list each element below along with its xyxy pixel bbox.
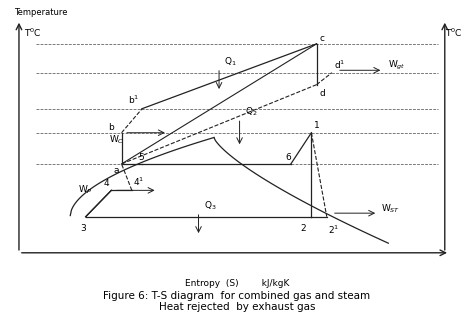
Text: 2: 2 xyxy=(301,224,306,233)
Text: T$^0$C: T$^0$C xyxy=(445,26,463,39)
Text: Q$_1$: Q$_1$ xyxy=(224,55,237,68)
Text: W$_{gt}$: W$_{gt}$ xyxy=(388,59,406,72)
Text: W$_{ST}$: W$_{ST}$ xyxy=(381,203,400,216)
Text: 3: 3 xyxy=(80,224,86,233)
Text: Q$_2$: Q$_2$ xyxy=(245,106,257,118)
Text: b: b xyxy=(108,123,114,131)
Text: Figure 6: T-S diagram  for combined gas and steam: Figure 6: T-S diagram for combined gas a… xyxy=(103,291,371,301)
Text: 1: 1 xyxy=(314,121,319,130)
Text: d$^1$: d$^1$ xyxy=(335,59,346,71)
Text: Heat rejected  by exhaust gas: Heat rejected by exhaust gas xyxy=(159,302,315,312)
Text: 5: 5 xyxy=(138,153,144,161)
Text: W$_C$: W$_C$ xyxy=(109,133,124,146)
Text: d: d xyxy=(319,89,325,99)
Text: 2$^1$: 2$^1$ xyxy=(328,224,339,236)
Text: 6: 6 xyxy=(285,153,291,161)
Text: Entropy  (S)        kJ/kgK: Entropy (S) kJ/kgK xyxy=(185,279,289,288)
Text: a: a xyxy=(113,166,119,175)
Text: W$_P$: W$_P$ xyxy=(78,184,93,196)
Text: 4$^1$: 4$^1$ xyxy=(133,176,145,188)
Text: b$^1$: b$^1$ xyxy=(128,94,139,106)
Text: Q$_3$: Q$_3$ xyxy=(204,199,216,212)
Text: Temperature: Temperature xyxy=(14,9,67,17)
Text: 4: 4 xyxy=(103,179,109,188)
Text: T$^0$C: T$^0$C xyxy=(24,26,42,39)
Text: c: c xyxy=(319,34,324,43)
